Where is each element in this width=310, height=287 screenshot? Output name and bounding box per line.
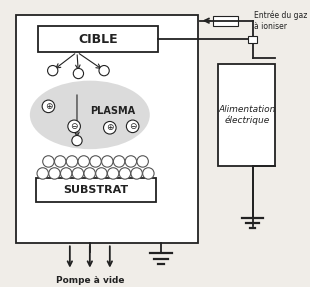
Circle shape — [113, 156, 125, 167]
Circle shape — [126, 120, 139, 133]
Circle shape — [72, 135, 82, 146]
Circle shape — [104, 121, 116, 134]
Circle shape — [73, 68, 84, 79]
Text: PLASMA: PLASMA — [90, 106, 135, 116]
Bar — [36, 178, 156, 202]
Bar — [16, 15, 198, 243]
Circle shape — [78, 156, 90, 167]
Bar — [218, 63, 275, 166]
Circle shape — [143, 168, 154, 179]
Circle shape — [90, 156, 101, 167]
Circle shape — [72, 168, 84, 179]
Text: Entrée du gaz
à ioniser: Entrée du gaz à ioniser — [254, 11, 308, 31]
Circle shape — [60, 168, 72, 179]
Circle shape — [102, 156, 113, 167]
Bar — [248, 36, 257, 43]
Circle shape — [37, 168, 48, 179]
Circle shape — [55, 156, 66, 167]
Text: Pompe à vide: Pompe à vide — [55, 276, 124, 285]
Circle shape — [125, 156, 137, 167]
Circle shape — [42, 100, 55, 113]
Text: CIBLE: CIBLE — [79, 33, 118, 46]
Circle shape — [84, 168, 95, 179]
Circle shape — [43, 156, 54, 167]
Text: ⊕: ⊕ — [45, 102, 52, 111]
Text: ⊕: ⊕ — [106, 123, 113, 132]
Bar — [38, 26, 158, 52]
Circle shape — [68, 120, 80, 133]
Text: ⊖: ⊖ — [70, 122, 78, 131]
Circle shape — [131, 168, 142, 179]
Ellipse shape — [30, 81, 150, 149]
Text: ⊖: ⊖ — [129, 122, 136, 131]
Circle shape — [47, 65, 58, 76]
Circle shape — [96, 168, 107, 179]
Circle shape — [99, 65, 109, 76]
Circle shape — [137, 156, 148, 167]
Circle shape — [66, 156, 78, 167]
Circle shape — [108, 168, 119, 179]
Circle shape — [119, 168, 131, 179]
Text: SUBSTRAT: SUBSTRAT — [63, 185, 128, 195]
Bar — [213, 16, 238, 26]
Text: Alimentation
électrique: Alimentation électrique — [218, 105, 276, 125]
Circle shape — [49, 168, 60, 179]
